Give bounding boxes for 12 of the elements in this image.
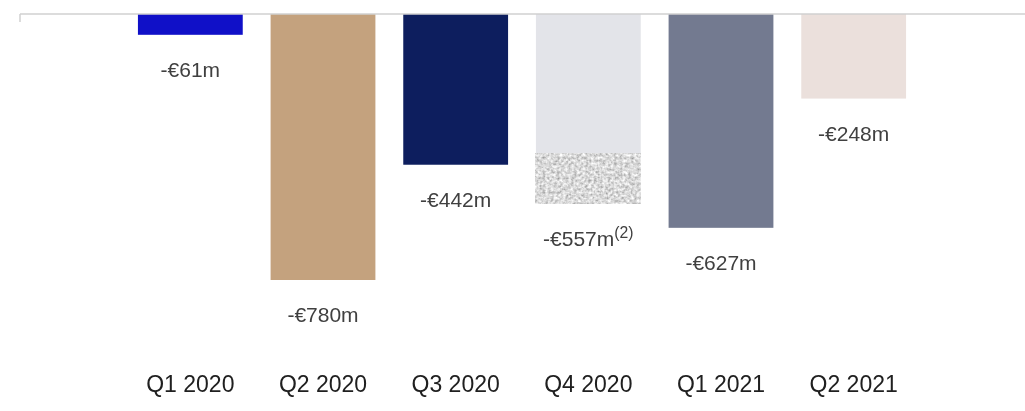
- x-tick-label: Q2 2020: [278, 371, 368, 397]
- data-label: -€780m: [287, 303, 359, 326]
- x-tick-label: Q3 2020: [411, 371, 500, 397]
- data-label: -€248m: [818, 121, 890, 145]
- data-label: -€442m: [420, 187, 492, 211]
- data-label: -€61m: [160, 57, 221, 81]
- x-tick-label: Q1 2020: [146, 371, 235, 397]
- x-tick-label: Q2 2021: [809, 371, 898, 397]
- data-label: -€557m$^{(2)}$: [543, 223, 634, 250]
- data-label: -€627m: [685, 250, 757, 274]
- x-tick-label: Q1 2021: [676, 371, 766, 397]
- x-tick-label: Q4 2020: [544, 371, 633, 397]
